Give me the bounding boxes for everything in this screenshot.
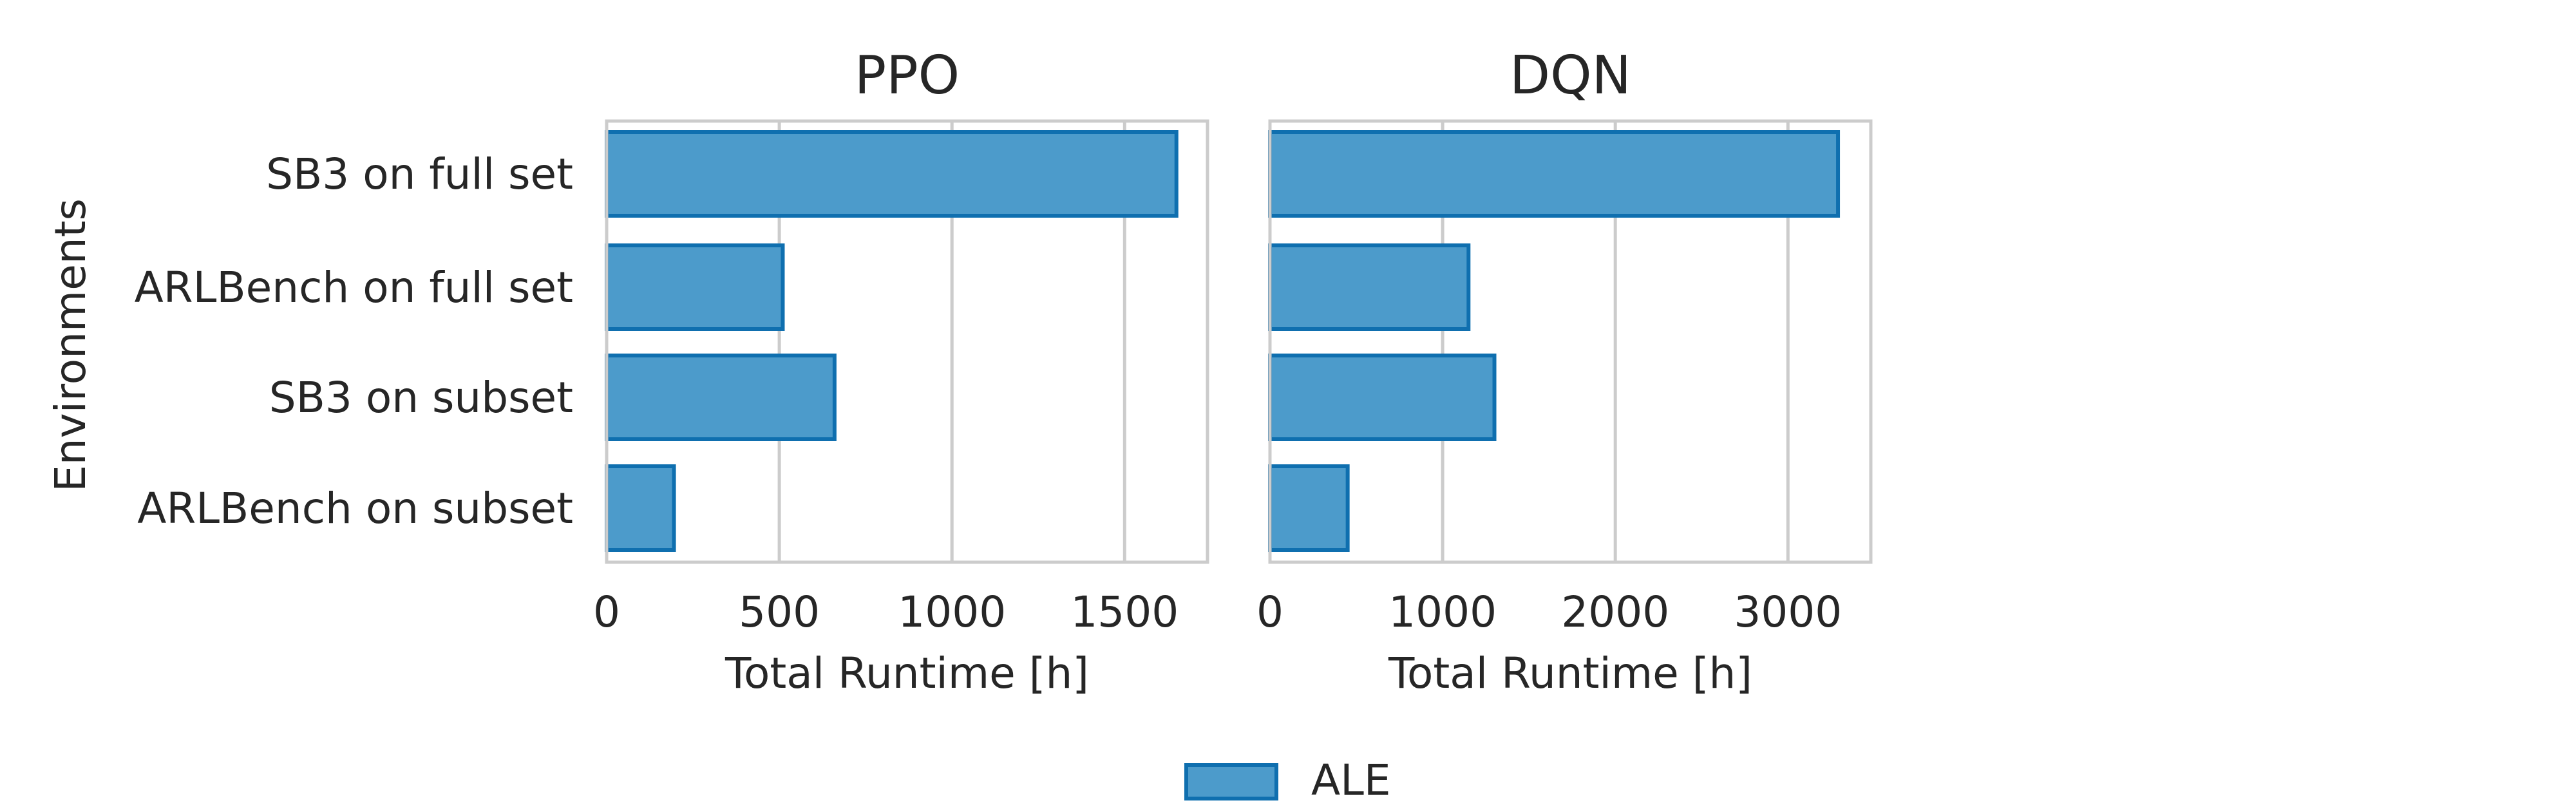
legend-swatch-ale bbox=[1184, 763, 1278, 800]
ppo-x-tick-label: 500 bbox=[739, 587, 820, 637]
y-tick-label: ARLBench on subset bbox=[137, 484, 573, 533]
ppo-x-tick-label: 1000 bbox=[898, 587, 1006, 637]
ppo-x-tick-label: 1500 bbox=[1070, 587, 1179, 637]
ppo-bar-0 bbox=[605, 130, 1179, 218]
dqn-title: DQN bbox=[1510, 45, 1631, 106]
dqn-x-tick-label: 3000 bbox=[1734, 587, 1842, 637]
ppo-panel: PPO 0 500 1000 1500 SB3 on full set ARLBench… bbox=[135, 45, 1209, 698]
dqn-panel: DQN 0 1000 2000 3000 Total Runtime [h] bbox=[1256, 45, 1873, 698]
ppo-title: PPO bbox=[855, 45, 960, 106]
dqn-x-tick-label: 1000 bbox=[1388, 587, 1497, 637]
legend-label-ale: ALE bbox=[1311, 755, 1391, 805]
ppo-bar-2 bbox=[605, 354, 837, 441]
y-axis-label: Environments bbox=[46, 198, 95, 492]
dqn-x-axis-label: Total Runtime [h] bbox=[1388, 649, 1752, 698]
ppo-x-tick-label: 0 bbox=[593, 587, 620, 637]
ppo-bar-3 bbox=[605, 464, 676, 552]
y-tick-label: ARLBench on full set bbox=[135, 263, 573, 312]
dqn-bar-1 bbox=[1268, 243, 1471, 331]
dqn-x-tick-label: 2000 bbox=[1561, 587, 1669, 637]
ppo-plot-frame bbox=[605, 119, 1209, 564]
dqn-plot-frame bbox=[1268, 119, 1873, 564]
dqn-bar-2 bbox=[1268, 354, 1497, 441]
dqn-bar-3 bbox=[1268, 464, 1350, 552]
dqn-bar-0 bbox=[1268, 130, 1841, 218]
dqn-x-tick-label: 0 bbox=[1256, 587, 1283, 637]
ppo-bar-1 bbox=[605, 243, 785, 331]
y-tick-label: SB3 on full set bbox=[266, 149, 573, 199]
legend: ALE bbox=[1184, 755, 1391, 805]
ppo-x-axis-label: Total Runtime [h] bbox=[724, 649, 1089, 698]
y-tick-label: SB3 on subset bbox=[269, 373, 573, 422]
